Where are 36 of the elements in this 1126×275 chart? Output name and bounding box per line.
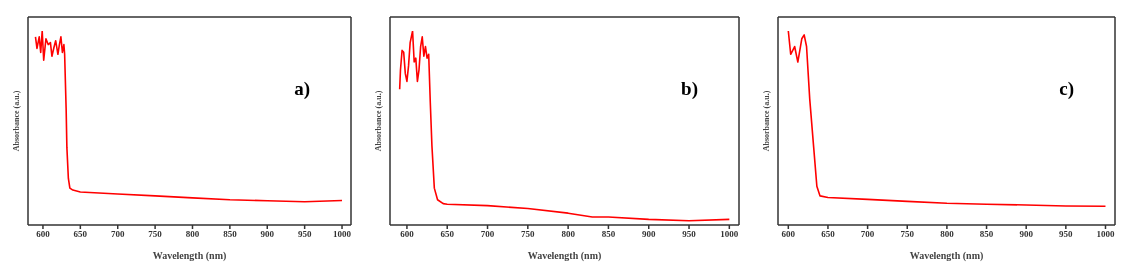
x-tick-label: 950 <box>297 229 312 240</box>
x-tick-label: 650 <box>73 229 88 240</box>
annotation: b) <box>681 78 698 100</box>
x-tick-label: 600 <box>781 229 796 240</box>
x-tick-label: 900 <box>1019 229 1034 240</box>
x-axis-title: Wavelength (nm) <box>152 250 227 262</box>
x-tick-label: 850 <box>979 229 994 240</box>
x-tick-label: 800 <box>940 229 955 240</box>
x-tick-label: 900 <box>641 229 656 240</box>
x-tick-label: 1000 <box>720 229 739 240</box>
x-tick-label: 800 <box>185 229 200 240</box>
x-tick-label: 950 <box>1059 229 1074 240</box>
annotation: c) <box>1059 78 1074 100</box>
x-tick-label: 650 <box>440 229 455 240</box>
x-axis-title: Wavelength (nm) <box>527 250 602 262</box>
x-tick-label: 750 <box>900 229 915 240</box>
x-tick-label: 1000 <box>1096 229 1115 240</box>
x-tick-label: 850 <box>223 229 238 240</box>
annotation: a) <box>294 78 310 100</box>
x-tick-label: 800 <box>561 229 576 240</box>
y-axis-title: Absorbance (a.u.) <box>11 90 21 152</box>
x-tick-label: 650 <box>821 229 836 240</box>
x-tick-label: 850 <box>601 229 616 240</box>
x-tick-label: 1000 <box>333 229 352 240</box>
x-tick-label: 750 <box>148 229 163 240</box>
x-tick-label: 600 <box>36 229 51 240</box>
x-tick-label: 600 <box>400 229 415 240</box>
x-tick-label: 900 <box>260 229 275 240</box>
y-axis-title: Absorbance (a.u.) <box>373 90 383 152</box>
x-axis-title: Wavelength (nm) <box>909 250 984 262</box>
x-tick-label: 700 <box>110 229 125 240</box>
x-tick-label: 700 <box>860 229 875 240</box>
x-tick-label: 750 <box>521 229 536 240</box>
y-axis-title: Absorbance (a.u.) <box>761 90 771 152</box>
x-tick-label: 950 <box>682 229 697 240</box>
x-tick-label: 700 <box>480 229 495 240</box>
